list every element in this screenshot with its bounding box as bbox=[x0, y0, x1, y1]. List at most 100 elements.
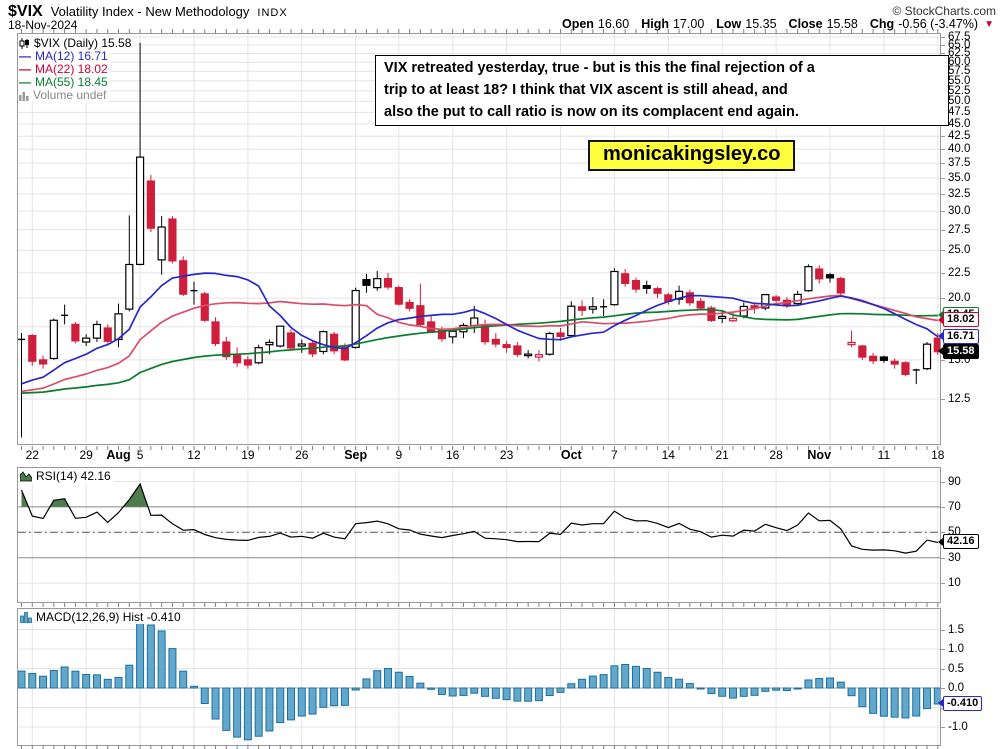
price-tick-35.0: 35.0 bbox=[948, 171, 971, 184]
symbol-title: Volatility Index - New Methodology bbox=[50, 4, 250, 19]
date-tick-7: 7 bbox=[611, 448, 618, 462]
annotation-line: trip to at least 18? I think that VIX as… bbox=[384, 82, 788, 98]
quote-close: Close 15.58 bbox=[788, 17, 858, 31]
price-tick-42.5: 42.5 bbox=[948, 130, 971, 143]
macd-tick-0.5: 0.5 bbox=[948, 662, 964, 675]
date-tick-5: 5 bbox=[136, 448, 144, 462]
legend-series-row: $VIX (Daily) 15.58 bbox=[19, 36, 134, 50]
price-axis: 67.5 65.0 62.5 60.0 57.5 55.0 52.5 50.0 47.5 45.0… bbox=[937, 0, 1004, 749]
chart-date: 18-Nov-2024 bbox=[8, 18, 78, 32]
main-tick-row bbox=[21, 446, 939, 450]
rsi-tick-row bbox=[21, 603, 939, 607]
axis-tick-mark bbox=[941, 177, 945, 179]
axis-tick-mark bbox=[941, 532, 945, 534]
date-tick-28: 28 bbox=[769, 448, 783, 462]
price-tick-32.5: 32.5 bbox=[948, 187, 971, 200]
date-tick-22: 22 bbox=[25, 448, 39, 462]
axis-tick-mark bbox=[941, 163, 945, 165]
rsi-value-tag: 42.16 bbox=[938, 534, 979, 550]
price-tag-16.71: 16.71 bbox=[938, 328, 979, 344]
macd-tick-1: 1.0 bbox=[948, 643, 964, 655]
ma12-dash-icon: — bbox=[19, 49, 31, 63]
rsi-chart bbox=[17, 467, 941, 603]
macd-label: MACD(12,26,9) Hist -0.410 bbox=[36, 610, 181, 624]
legend-ma55-row: — MA(55) 18.45 bbox=[19, 76, 110, 89]
macd-tick-row bbox=[21, 745, 939, 749]
axis-tick-mark bbox=[941, 727, 945, 728]
axis-tick-mark bbox=[941, 688, 945, 689]
axis-tick-mark bbox=[941, 399, 945, 401]
ma55-dash-icon: — bbox=[19, 75, 31, 89]
macd-legend: MACD(12,26,9) Hist -0.410 bbox=[20, 610, 184, 624]
date-tick-nov: Nov bbox=[807, 448, 832, 462]
annotation-line: also the put to call ratio is now on its… bbox=[384, 104, 799, 120]
site-watermark: monicakingsley.co bbox=[588, 140, 796, 171]
price-tick-52.5: 52.5 bbox=[948, 84, 971, 97]
price-tick-27.5: 27.5 bbox=[948, 223, 971, 236]
axis-tick-mark bbox=[941, 557, 945, 559]
date-tick-12: 12 bbox=[187, 448, 201, 462]
macd-tick-0: 0.0 bbox=[948, 682, 964, 694]
stockcharts-credit: © StockCharts.com bbox=[892, 4, 996, 18]
axis-tick-mark bbox=[941, 583, 945, 585]
date-tick-14: 14 bbox=[661, 448, 675, 462]
macd-panel bbox=[17, 608, 942, 749]
volume-bars-icon bbox=[19, 91, 29, 101]
price-tick-57.5: 57.5 bbox=[948, 65, 971, 78]
quote-high: High 17.00 bbox=[641, 17, 705, 31]
axis-tick-mark bbox=[941, 53, 945, 55]
date-tick-19: 19 bbox=[241, 448, 255, 462]
axis-tick-mark bbox=[941, 359, 945, 361]
macd-chart bbox=[17, 608, 942, 746]
price-tick-47.5: 47.5 bbox=[948, 106, 971, 119]
date-tick-23: 23 bbox=[499, 448, 514, 462]
date-tick-9: 9 bbox=[395, 448, 403, 462]
chart-legend: $VIX (Daily) 15.58 — MA(12) 16.71 — MA(2… bbox=[19, 36, 134, 102]
price-tick-30.0: 30.0 bbox=[948, 205, 971, 218]
price-tick-37.5: 37.5 bbox=[948, 157, 971, 170]
chart-header: $VIX Volatility Index - New Methodology … bbox=[8, 3, 288, 21]
axis-tick-mark bbox=[941, 506, 945, 508]
exchange-label: INDX bbox=[257, 7, 288, 19]
price-tick-55.0: 55.0 bbox=[948, 74, 971, 87]
axis-tick-mark bbox=[941, 211, 945, 213]
legend-ma55-label: MA(55) 18.45 bbox=[35, 75, 108, 89]
date-tick-oct: Oct bbox=[560, 448, 582, 462]
price-tag-18.02: 18.02 bbox=[938, 312, 979, 328]
rsi-panel bbox=[17, 467, 941, 608]
axis-tick-mark bbox=[941, 649, 945, 650]
axis-tick-mark bbox=[941, 272, 945, 274]
rsi-area-icon bbox=[20, 470, 32, 481]
legend-ma22-label: MA(22) 18.02 bbox=[35, 62, 108, 76]
date-tick-aug: Aug bbox=[106, 448, 131, 462]
date-tick-26: 26 bbox=[295, 448, 309, 462]
axis-tick-mark bbox=[941, 229, 945, 231]
axis-tick-mark bbox=[941, 36, 945, 38]
date-tick-sep: Sep bbox=[344, 448, 368, 462]
legend-volume-label: Volume undef bbox=[33, 88, 107, 102]
date-tick-21: 21 bbox=[715, 448, 729, 462]
price-tick-65.0: 65.0 bbox=[948, 39, 971, 52]
legend-volume-row: Volume undef bbox=[19, 88, 109, 102]
ohlc-quote-row: Open 16.60 High 17.00 Low 15.35 Close 15.58 Chg -… bbox=[562, 17, 994, 31]
annotation-line: VIX retreated yesterday, true - but is t… bbox=[384, 60, 815, 76]
macd-tick--1: -1.0 bbox=[948, 721, 968, 733]
ma22-dash-icon: — bbox=[19, 62, 31, 76]
price-tick-40.0: 40.0 bbox=[948, 143, 971, 156]
quote-chg: Chg -0.56 (-3.47%) bbox=[869, 17, 979, 31]
legend-ma12-label: MA(12) 16.71 bbox=[35, 49, 108, 63]
rsi-tick-30: 30 bbox=[948, 551, 961, 564]
rsi-legend: RSI(14) 42.16 bbox=[20, 469, 114, 483]
date-axis: 22 29 Aug 5 12 19 26 Sep 9 16 23 Oct 7 14 21 28 Nov 11 18 bbox=[17, 448, 945, 466]
axis-tick-mark bbox=[941, 629, 945, 631]
axis-tick-mark bbox=[941, 149, 945, 151]
date-tick-18: 18 bbox=[931, 448, 945, 462]
symbol-label: $VIX bbox=[8, 3, 43, 20]
macd-value-tag: -0.410 bbox=[937, 695, 983, 711]
price-tick-45.0: 45.0 bbox=[948, 118, 971, 130]
price-tick-50.0: 50.0 bbox=[948, 95, 971, 108]
chg-down-arrow: ▼ bbox=[984, 18, 994, 30]
legend-series-label: $VIX (Daily) 15.58 bbox=[34, 36, 132, 50]
price-tick-62.5: 62.5 bbox=[948, 47, 971, 60]
